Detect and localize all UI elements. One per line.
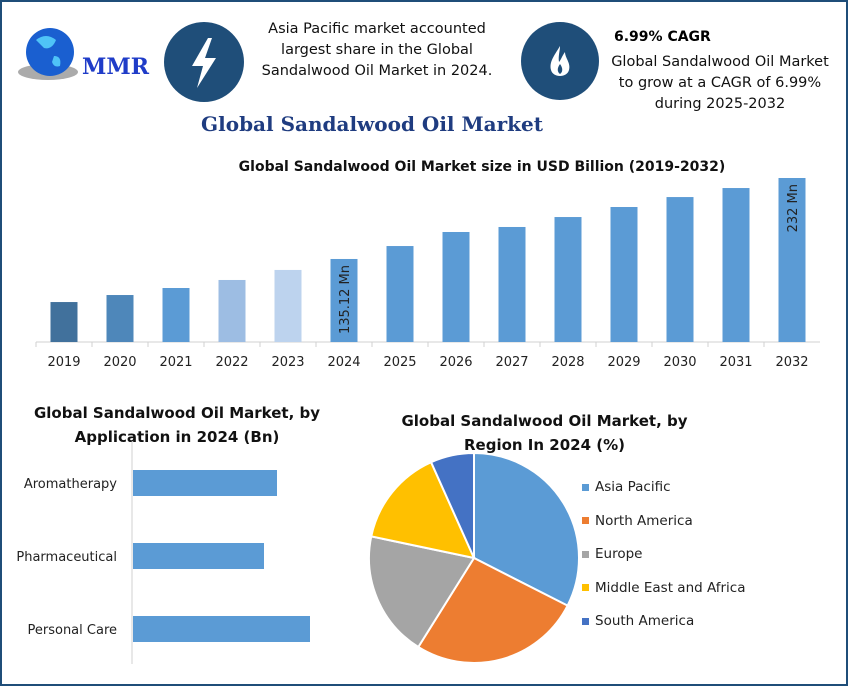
bar-2027	[498, 226, 526, 342]
bar-Aromatherapy	[133, 470, 277, 496]
legend-item: Asia Pacific	[582, 479, 671, 495]
x-tick-label: 2021	[159, 355, 192, 370]
legend-swatch	[582, 584, 589, 591]
slice-middle-east-and-africa	[370, 460, 476, 560]
bar-2019	[50, 302, 78, 342]
data-label: 232 Mn	[786, 184, 801, 232]
application-chart-title: Global Sandalwood Oil Market, by Applica…	[33, 404, 321, 446]
bar-2021	[162, 288, 190, 342]
x-tick-label: 2024	[327, 355, 360, 370]
x-tick-label: 2032	[775, 355, 808, 370]
legend-label: Europe	[595, 546, 643, 562]
bar-2031	[722, 188, 750, 342]
legend-item: North America	[582, 513, 693, 529]
category-label: Personal Care	[28, 623, 118, 638]
info-left: Asia Pacific market accounted largest sh…	[261, 21, 493, 79]
x-tick-label: 2023	[271, 355, 304, 370]
legend-item: Middle East and Africa	[582, 580, 746, 596]
legend-label: North America	[595, 512, 693, 529]
bar-2025	[386, 246, 414, 342]
slice-south-america	[429, 451, 475, 559]
legend-label: South America	[595, 613, 695, 629]
x-tick-label: 2022	[215, 355, 248, 370]
bar-2026	[442, 231, 470, 342]
info-right: Global Sandalwood Oil Market to grow at …	[611, 54, 829, 112]
legend-item: Europe	[582, 546, 642, 562]
legend-swatch	[582, 617, 589, 625]
bar-Personal Care	[133, 616, 310, 642]
x-tick-label: 2030	[663, 355, 696, 370]
x-tick-label: 2028	[551, 355, 584, 370]
x-tick-label: 2019	[47, 355, 80, 370]
legend-swatch	[582, 550, 589, 558]
bar-chart: 2019 2020 2021 2022 2023 2024 135.12 Mn 2025 202…	[35, 178, 820, 370]
legend-swatch	[582, 517, 589, 524]
application-chart: Aromatherapy Pharmaceutical Personal Care	[16, 442, 310, 664]
legend-item: South America	[582, 613, 694, 629]
x-tick-label: 2029	[607, 355, 640, 370]
bar-2023	[274, 269, 302, 342]
bar-2020	[106, 295, 134, 342]
x-tick-label: 2025	[383, 355, 416, 370]
x-tick-label: 2026	[439, 355, 472, 370]
slice-asia-pacific	[473, 451, 580, 608]
region-chart-title: Global Sandalwood Oil Market, by Region …	[401, 412, 688, 454]
bar-2028	[554, 217, 582, 342]
data-label: 135.12 Mn	[338, 265, 353, 334]
bar-2029	[610, 207, 638, 342]
bar-2030	[666, 197, 694, 342]
cagr-title: 6.99% CAGR	[614, 29, 711, 45]
main-title: Global Sandalwood Oil Market	[201, 112, 543, 136]
x-tick-label: 2020	[103, 355, 136, 370]
bar-chart-title: Global Sandalwood Oil Market size in USD…	[238, 159, 726, 175]
category-label: Pharmaceutical	[16, 550, 117, 565]
bar-2032	[778, 178, 806, 342]
category-label: Aromatherapy	[24, 477, 117, 492]
x-tick-label: 2027	[495, 355, 528, 370]
bar-Pharmaceutical	[133, 543, 264, 569]
bar-2022	[218, 279, 246, 342]
bar-2024	[330, 258, 358, 342]
legend-label: Asia Pacific	[595, 479, 671, 495]
lightning-bolt-icon	[164, 22, 244, 102]
region-pie-chart	[368, 451, 580, 664]
legend-swatch	[582, 483, 589, 491]
x-tick-label: 2031	[719, 355, 752, 370]
flame-icon	[521, 22, 599, 100]
slice-north-america	[416, 556, 569, 664]
slice-europe	[368, 535, 476, 649]
legend-label: Middle East and Africa	[595, 579, 746, 596]
